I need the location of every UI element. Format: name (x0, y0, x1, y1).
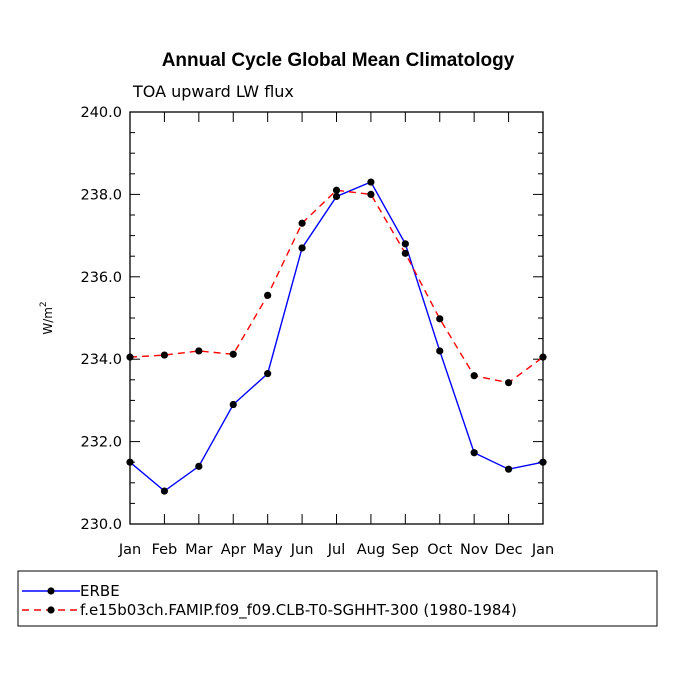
data-point (298, 244, 306, 252)
data-point (298, 219, 306, 227)
y-tick-label: 230.0 (80, 517, 122, 533)
legend-box (17, 570, 658, 627)
y-tick-label: 240.0 (80, 105, 122, 121)
x-tick-label: Jul (327, 542, 346, 558)
y-tick-labels: 230.0 232.0 234.0 236.0 238.0 240.0 (80, 105, 122, 533)
y-tick-label: 232.0 (80, 435, 122, 451)
chart-subtitle: TOA upward LW flux (132, 82, 294, 101)
legend-marker (47, 606, 55, 614)
legend-label: ERBE (80, 582, 120, 600)
legend-item-2: f.e15b03ch.FAMIP.f09_f09.CLB-T0-SGHHT-30… (22, 601, 517, 620)
x-tick-label: Dec (495, 542, 523, 558)
y-tick-label: 236.0 (80, 270, 122, 286)
data-point (367, 190, 375, 198)
x-tick-label: Apr (221, 542, 246, 558)
data-point (539, 353, 547, 361)
x-tick-labels: Jan Feb Mar Apr May Jun Jul Aug Sep Oct Nov Dec Jan (118, 542, 554, 558)
data-point (229, 350, 237, 358)
series-line (129, 189, 544, 384)
series-2 (126, 186, 547, 387)
data-point (195, 462, 203, 470)
series-1 (126, 178, 547, 495)
y-tick-label: 238.0 (80, 187, 122, 203)
plot-frame (129, 111, 544, 525)
data-point (160, 487, 169, 495)
x-tick-label: Jan (531, 542, 554, 558)
x-tick-label: Feb (152, 542, 178, 558)
series-layer (126, 178, 547, 495)
x-tick-label: Jun (290, 542, 314, 558)
x-tick-label: Jan (118, 542, 141, 558)
data-point (332, 192, 341, 201)
x-tick-label: Aug (357, 542, 385, 558)
data-point (160, 351, 169, 359)
data-point (470, 372, 478, 380)
data-point (332, 186, 341, 194)
series-line (129, 181, 544, 492)
data-point (401, 249, 409, 257)
data-point (504, 379, 513, 387)
data-point (436, 315, 444, 323)
data-point (264, 370, 272, 378)
axis-ticks (129, 111, 544, 525)
data-point (367, 178, 375, 186)
legend-label: f.e15b03ch.FAMIP.f09_f09.CLB-T0-SGHHT-30… (80, 601, 517, 620)
data-point (264, 291, 272, 299)
chart-title: Annual Cycle Global Mean Climatology (162, 50, 515, 71)
legend-item-1: ERBE (22, 582, 120, 600)
data-point (470, 449, 478, 457)
x-tick-label: Nov (460, 542, 489, 558)
x-tick-label: Sep (392, 542, 419, 558)
y-axis-label: W/m2 (39, 301, 55, 334)
data-point (436, 347, 444, 355)
legend-marker (47, 587, 55, 595)
data-point (504, 465, 513, 473)
data-point (126, 458, 134, 466)
data-point (539, 458, 547, 466)
y-tick-label: 234.0 (80, 352, 122, 368)
data-point (126, 353, 134, 361)
data-point (195, 347, 203, 355)
x-tick-label: Mar (185, 542, 212, 558)
x-tick-label: Oct (427, 542, 452, 558)
legend: ERBEf.e15b03ch.FAMIP.f09_f09.CLB-T0-SGHH… (22, 582, 517, 620)
data-point (401, 240, 409, 248)
x-tick-label: May (253, 542, 283, 558)
data-point (229, 400, 237, 409)
